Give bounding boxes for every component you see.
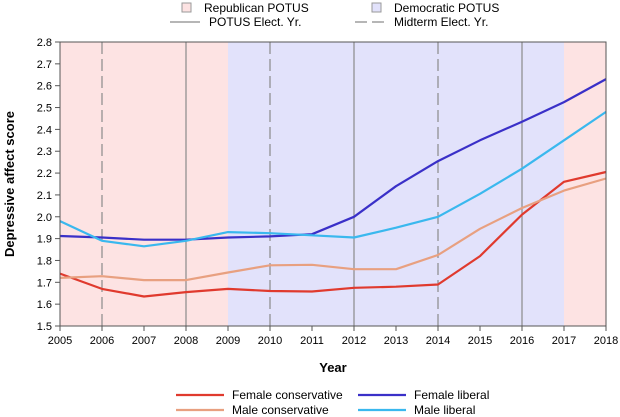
plot-background-regions bbox=[60, 42, 606, 326]
y-tick-label: 2.5 bbox=[37, 103, 52, 115]
x-tick-label: 2014 bbox=[426, 335, 450, 347]
y-tick-label: 2.8 bbox=[37, 37, 52, 49]
x-tick-label: 2009 bbox=[216, 335, 240, 347]
x-tick-label: 2015 bbox=[468, 335, 492, 347]
y-tick-label: 1.9 bbox=[37, 234, 52, 246]
x-tick-label: 2012 bbox=[342, 335, 366, 347]
y-tick-label: 2.4 bbox=[37, 124, 52, 136]
y-tick-label: 2.0 bbox=[37, 212, 52, 224]
series-line-female-liberal bbox=[59, 78, 607, 241]
series-line-male-liberal bbox=[59, 110, 607, 248]
x-tick-label: 2010 bbox=[258, 335, 282, 347]
y-axis-label: Depressive affect score bbox=[2, 111, 17, 257]
y-tick-label: 1.7 bbox=[37, 277, 52, 289]
legend-label-republican-potus: Republican POTUS bbox=[204, 1, 309, 15]
plot-frame bbox=[59, 41, 607, 327]
x-tick-label: 2017 bbox=[552, 335, 576, 347]
x-tick-label: 2008 bbox=[174, 335, 198, 347]
legend-label-male-conservative: Male conservative bbox=[232, 403, 329, 417]
y-tick-label: 2.1 bbox=[37, 190, 52, 202]
x-tick-label: 2013 bbox=[384, 335, 408, 347]
y-tick-label: 1.8 bbox=[37, 255, 52, 267]
y-tick-label: 2.3 bbox=[37, 146, 52, 158]
legend-swatch-democratic-potus bbox=[371, 2, 382, 13]
legend-label-midterm-elect-yr: Midterm Elect. Yr. bbox=[394, 15, 488, 29]
y-tick-label: 1.6 bbox=[37, 299, 52, 311]
y-axis: 1.5 1.6 1.7 1.8 1.9 2.0 2.1 2.2 2.3 2.4 2.5 2.6 2.7 2… bbox=[37, 37, 60, 333]
legend-label-female-liberal: Female liberal bbox=[414, 388, 489, 402]
x-tick-label: 2011 bbox=[300, 335, 324, 347]
legend-bottom: Female conservative Female liberal Male co… bbox=[176, 388, 489, 417]
series-line-male-conservative bbox=[59, 177, 607, 282]
legend-label-democratic-potus: Democratic POTUS bbox=[394, 1, 499, 15]
x-tick-label: 2018 bbox=[594, 335, 618, 347]
x-tick-label: 2006 bbox=[90, 335, 114, 347]
y-tick-label: 2.7 bbox=[37, 59, 52, 71]
y-tick-label: 2.2 bbox=[37, 168, 52, 180]
legend-top: Republican POTUS Democratic POTUS POTUS El… bbox=[170, 1, 499, 29]
x-axis: 2005 2006 2007 2008 2009 2010 2011 2012 2013 2014… bbox=[48, 326, 618, 347]
legend-label-potus-elect-yr: POTUS Elect. Yr. bbox=[209, 15, 301, 29]
series-lines bbox=[59, 78, 607, 298]
shaded-region-2 bbox=[228, 42, 564, 326]
x-tick-label: 2005 bbox=[48, 335, 72, 347]
series-line-female-conservative bbox=[59, 170, 607, 298]
legend-label-male-liberal: Male liberal bbox=[414, 403, 475, 417]
election-year-lines bbox=[101, 42, 523, 326]
legend-swatch-republican-potus bbox=[181, 2, 192, 13]
y-tick-label: 1.5 bbox=[37, 321, 52, 333]
x-tick-label: 2016 bbox=[510, 335, 534, 347]
y-tick-label: 2.6 bbox=[37, 81, 52, 93]
legend-label-female-conservative: Female conservative bbox=[232, 388, 343, 402]
x-axis-label: Year bbox=[319, 360, 346, 375]
x-tick-label: 2007 bbox=[132, 335, 156, 347]
